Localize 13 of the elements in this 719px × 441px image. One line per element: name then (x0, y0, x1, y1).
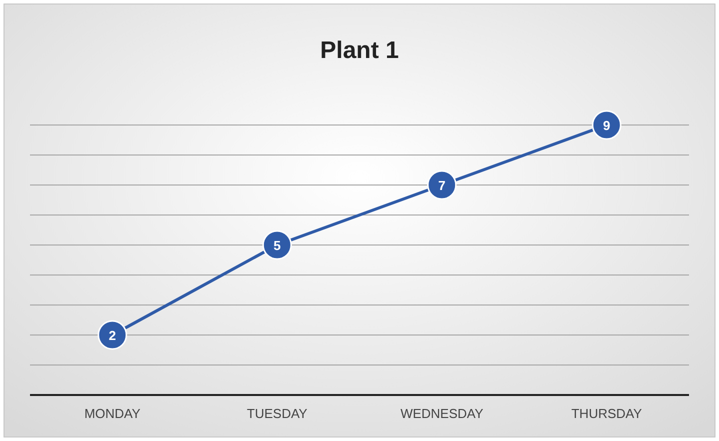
x-tick-label: THURSDAY (571, 406, 642, 422)
point (98, 320, 128, 350)
point (592, 110, 622, 140)
data-label: 2 (108, 328, 116, 343)
data-label: 5 (274, 238, 281, 253)
point (427, 170, 457, 200)
data-label: 7 (438, 178, 446, 193)
point (262, 230, 292, 260)
x-tick-label: TUESDAY (246, 406, 308, 422)
data-label: 9 (603, 118, 610, 133)
x-tick-label: WEDNESDAY (400, 406, 484, 422)
chart-title: Plant 1 (320, 37, 399, 64)
x-tick-label: MONDAY (84, 406, 141, 422)
